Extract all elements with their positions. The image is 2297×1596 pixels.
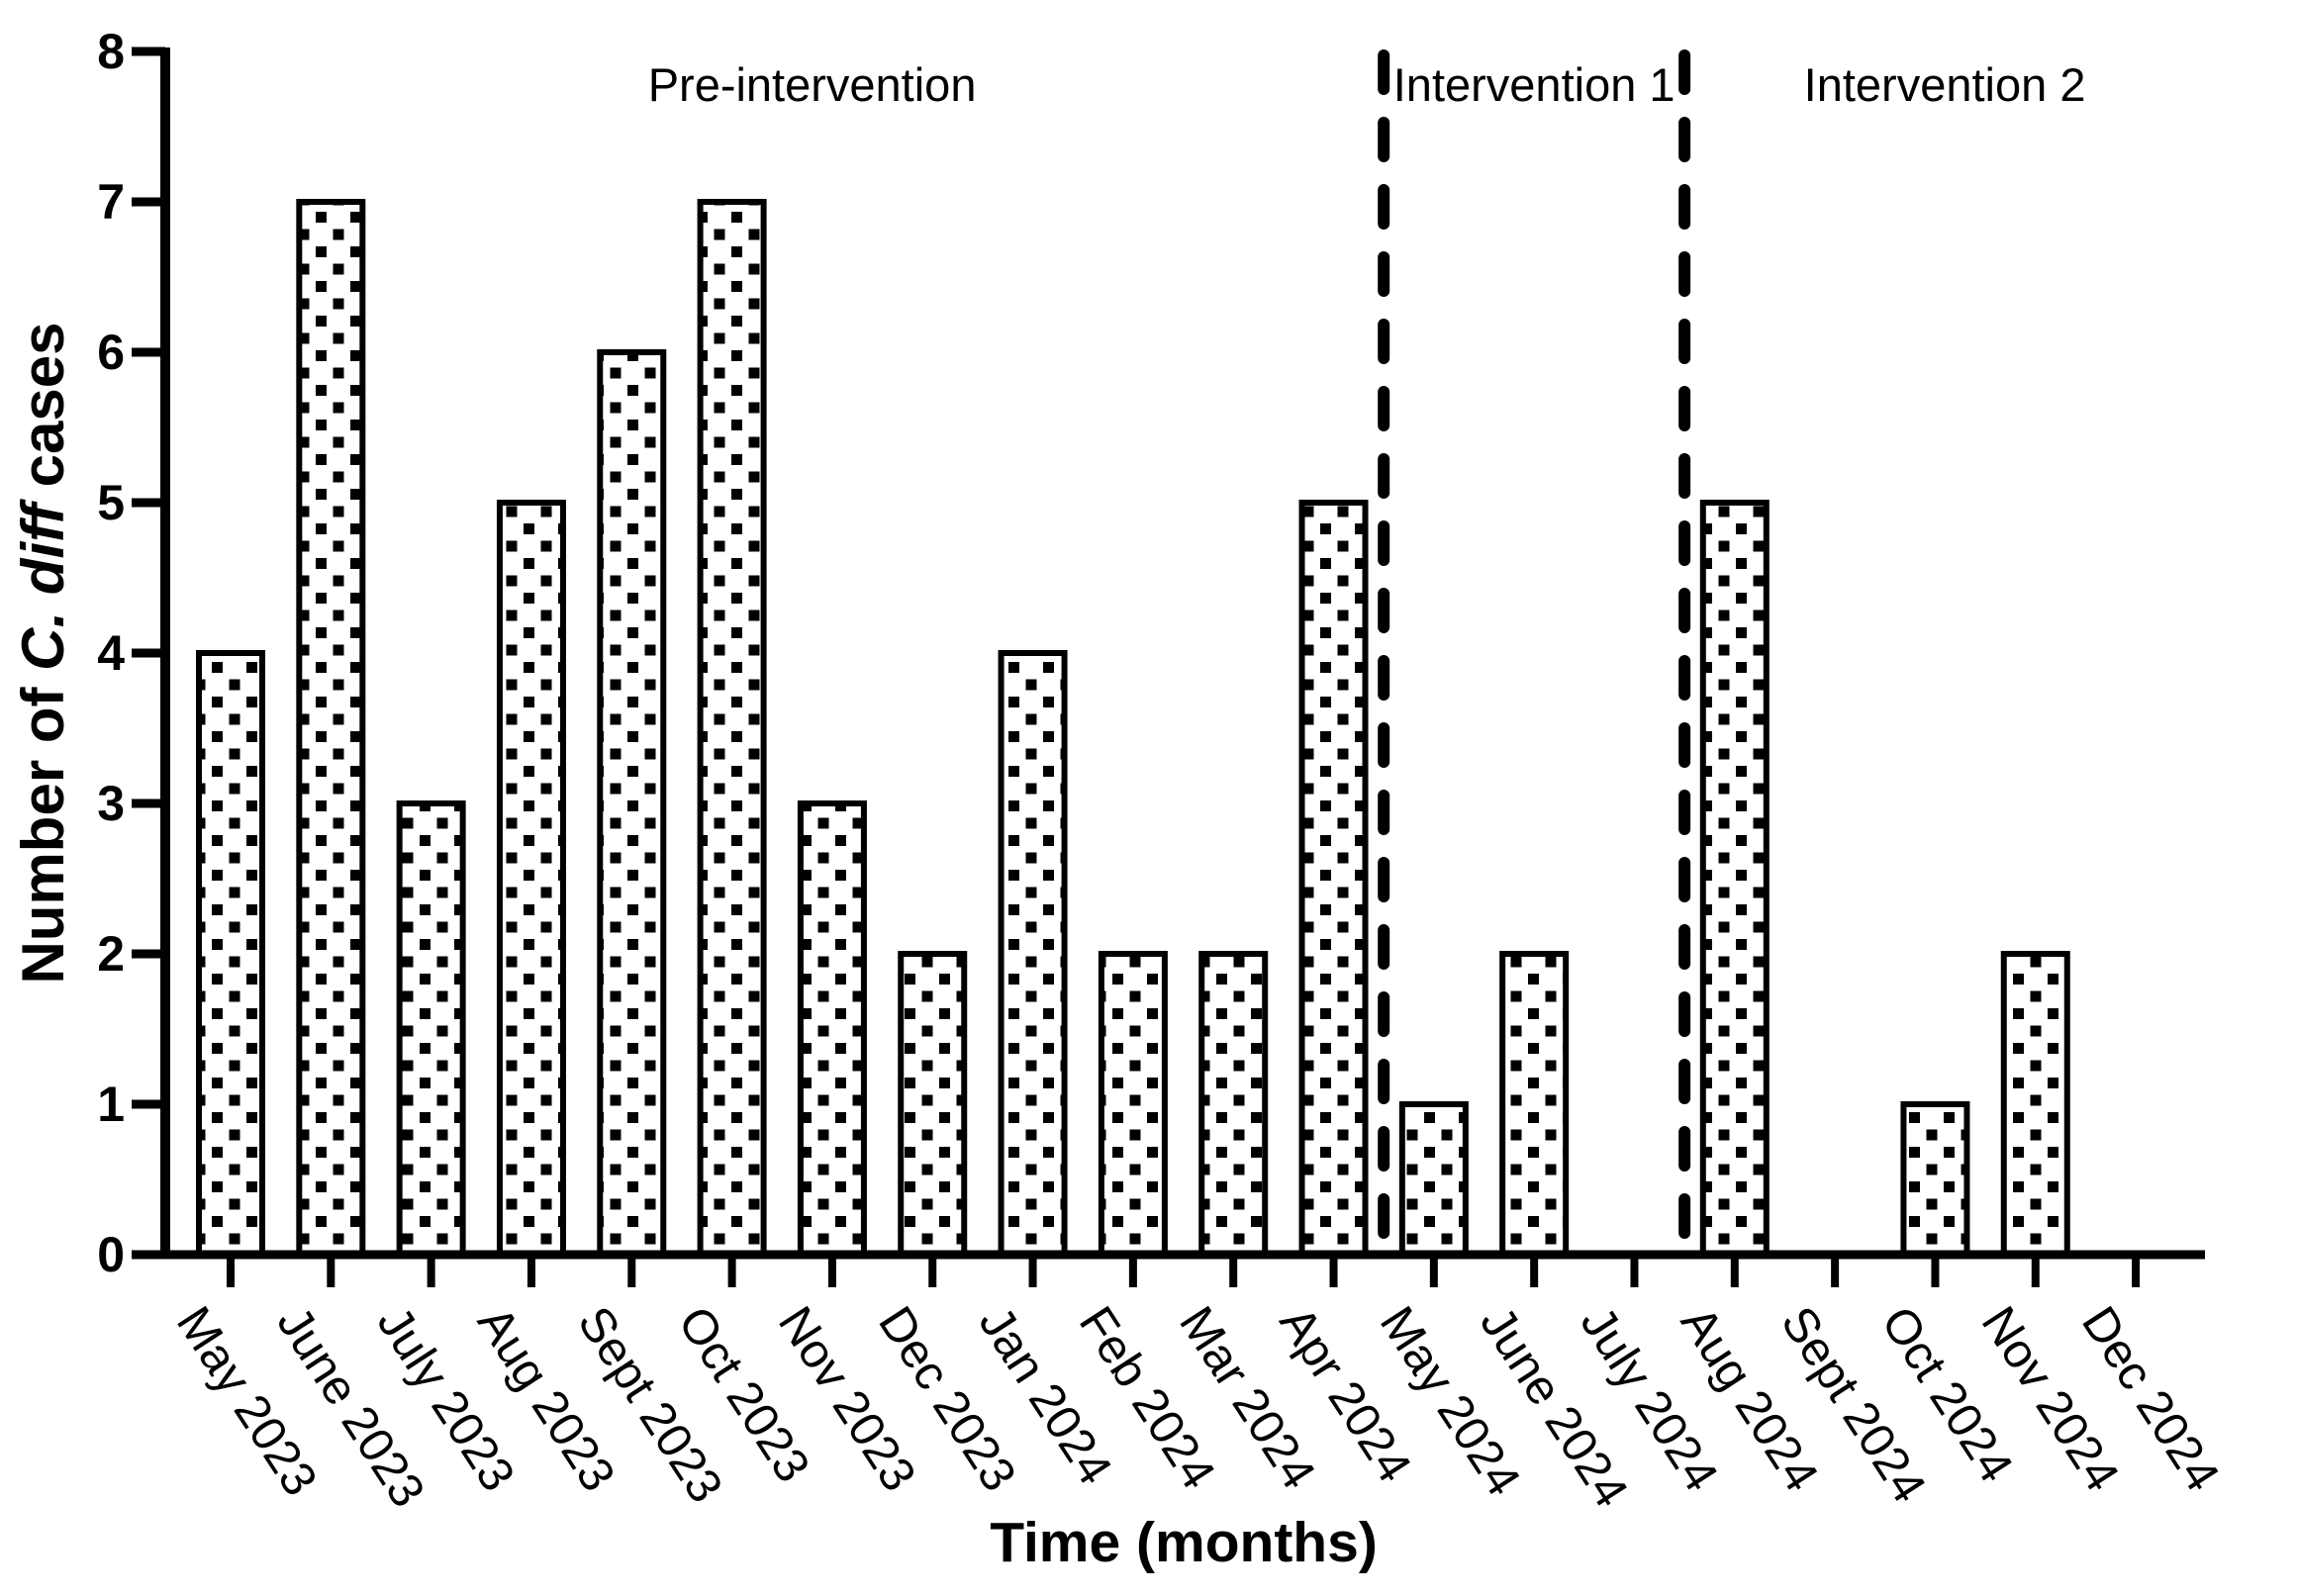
y-axis-title-part-2: cases [10, 322, 76, 504]
bar-sept-2023 [597, 349, 667, 1258]
y-tick-label: 7 [97, 174, 125, 230]
y-tick-label: 4 [97, 625, 125, 681]
y-tick-label: 8 [97, 24, 125, 79]
bar-nov-2024 [2000, 951, 2070, 1258]
bar-mar-2024 [1198, 951, 1269, 1258]
y-tick-label: 0 [97, 1227, 125, 1282]
bar-may-2023 [196, 650, 265, 1258]
section-labels-group: Pre-intervention Intervention 1 Interventi… [648, 58, 2086, 111]
y-tick-label: 3 [97, 776, 125, 831]
bar-jan-2024 [998, 650, 1068, 1258]
bars-group [196, 199, 2070, 1258]
y-tick-label: 2 [97, 926, 125, 982]
bar-dec-2023 [898, 951, 968, 1258]
section-label-pre-intervention: Pre-intervention [648, 58, 977, 111]
bar-june-2024 [1499, 951, 1570, 1258]
bar-aug-2024 [1699, 500, 1770, 1258]
y-axis-title: Number of C. diff cases [10, 322, 76, 984]
y-tick-label: 6 [97, 325, 125, 380]
y-axis-title-part-italic: C. diff [10, 499, 76, 671]
y-axis-ticks-group: 0 1 2 3 4 5 6 7 8 [97, 24, 165, 1282]
bar-oct-2023 [697, 199, 767, 1258]
bar-feb-2024 [1098, 951, 1168, 1258]
section-label-intervention-1: Intervention 1 [1393, 58, 1675, 111]
bar-may-2024 [1398, 1101, 1469, 1258]
bar-june-2023 [296, 199, 366, 1258]
section-label-intervention-2: Intervention 2 [1804, 58, 2086, 111]
y-tick-label: 5 [97, 475, 125, 530]
bar-nov-2023 [797, 800, 867, 1258]
bar-aug-2023 [496, 500, 566, 1258]
bar-apr-2024 [1298, 500, 1369, 1258]
y-tick-label: 1 [97, 1077, 125, 1132]
section-separators-group [1378, 49, 1691, 1253]
bar-july-2023 [396, 800, 466, 1258]
bar-oct-2024 [1900, 1101, 1970, 1258]
x-axis-title: Time (months) [990, 1511, 1378, 1574]
y-axis-title-part-1: Number of [10, 671, 76, 985]
